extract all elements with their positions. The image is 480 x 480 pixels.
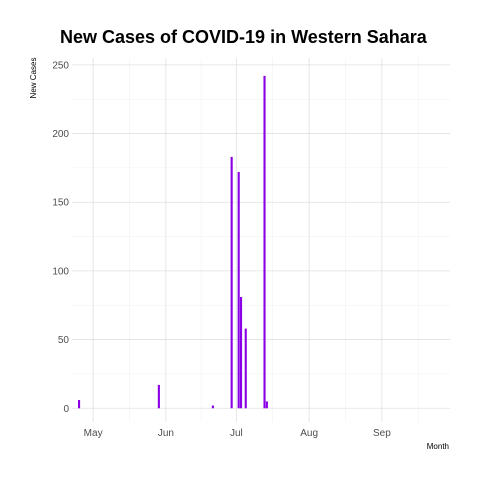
bar [263,75,266,409]
x-tick-label: Jun [158,428,174,439]
bar [237,172,240,409]
x-axis-label: Month [427,442,449,451]
y-tick-label: 100 [52,266,69,277]
y-tick-label: 200 [52,129,69,140]
y-tick-label: 250 [52,60,69,71]
bar [77,400,81,409]
x-axis-ticks: May Jun Jul Aug Sep [84,428,392,439]
y-tick-label: 50 [58,335,70,346]
bar [211,405,214,409]
bar [244,328,247,409]
y-axis-label: New Cases [29,58,38,99]
bar [157,384,160,409]
y-axis-ticks: 0 50 100 150 200 250 [52,60,69,414]
chart-title: New Cases of COVID-19 in Western Sahara [60,27,428,47]
x-tick-label: Sep [373,428,391,439]
x-tick-label: Aug [300,428,318,439]
x-tick-label: May [84,428,103,439]
bar [239,297,243,409]
y-tick-label: 0 [63,404,69,415]
grid [72,58,450,422]
bars [77,75,268,409]
y-tick-label: 150 [52,198,69,209]
x-tick-label: Jul [230,428,243,439]
bar [230,156,233,409]
bar [265,401,268,409]
